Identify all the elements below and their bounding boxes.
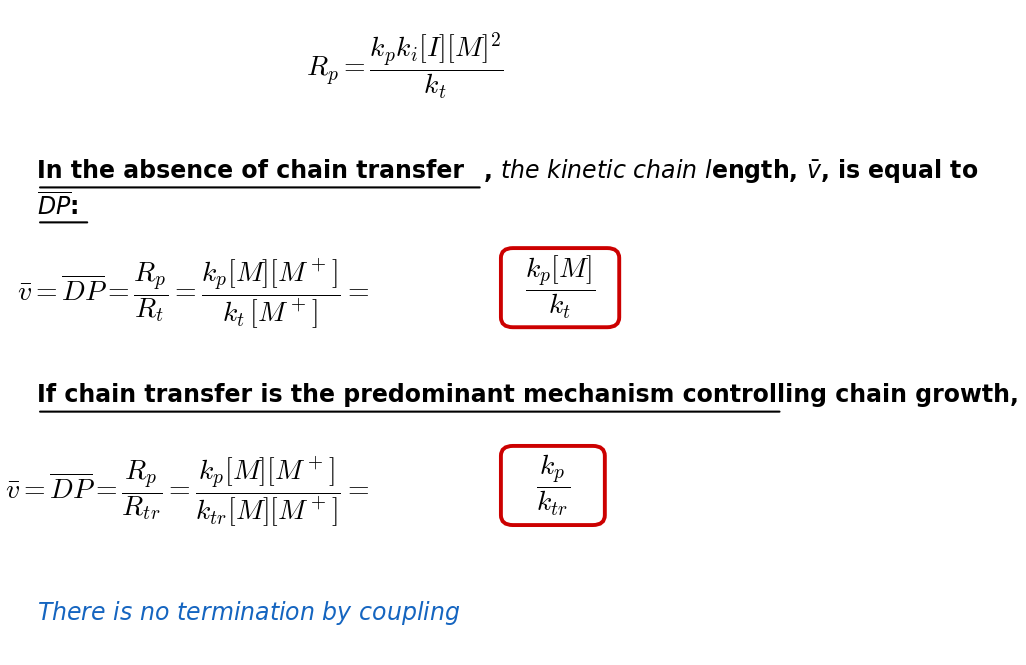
FancyBboxPatch shape — [501, 446, 605, 525]
Text: $\dfrac{k_p[M]}{k_t}$: $\dfrac{k_p[M]}{k_t}$ — [525, 254, 595, 321]
Text: $\overline{DP}$:: $\overline{DP}$: — [37, 192, 78, 220]
Text: $\bar{v} = \overline{DP} = \dfrac{R_p}{R_{tr}} = \dfrac{k_p[M][M^+]}{k_{tr}[M][M: $\bar{v} = \overline{DP} = \dfrac{R_p}{R… — [5, 455, 369, 529]
FancyBboxPatch shape — [501, 248, 620, 327]
Text: In the absence of chain transfer: In the absence of chain transfer — [37, 159, 464, 183]
Text: , $\it{the\ kinetic\ chain\ l}$ength, $\bar{v}$, is equal to: , $\it{the\ kinetic\ chain\ l}$ength, $\… — [482, 157, 978, 185]
Text: $\dfrac{k_p}{k_{tr}}$: $\dfrac{k_p}{k_{tr}}$ — [536, 453, 569, 518]
Text: $\bar{v} = \overline{DP} = \dfrac{R_p}{R_t} = \dfrac{k_p[M][M^+]}{k_t\,[M^+]} =$: $\bar{v} = \overline{DP} = \dfrac{R_p}{R… — [16, 257, 369, 331]
Text: $\it{There\ is\ no\ termination\ by\ coupling}$: $\it{There\ is\ no\ termination\ by\ cou… — [37, 598, 461, 627]
Text: $R_p = \dfrac{k_p k_i [I][M]^2}{k_t}$: $R_p = \dfrac{k_p k_i [I][M]^2}{k_t}$ — [306, 31, 504, 100]
Text: If chain transfer is the predominant mechanism controlling chain growth,: If chain transfer is the predominant mec… — [37, 383, 1019, 407]
